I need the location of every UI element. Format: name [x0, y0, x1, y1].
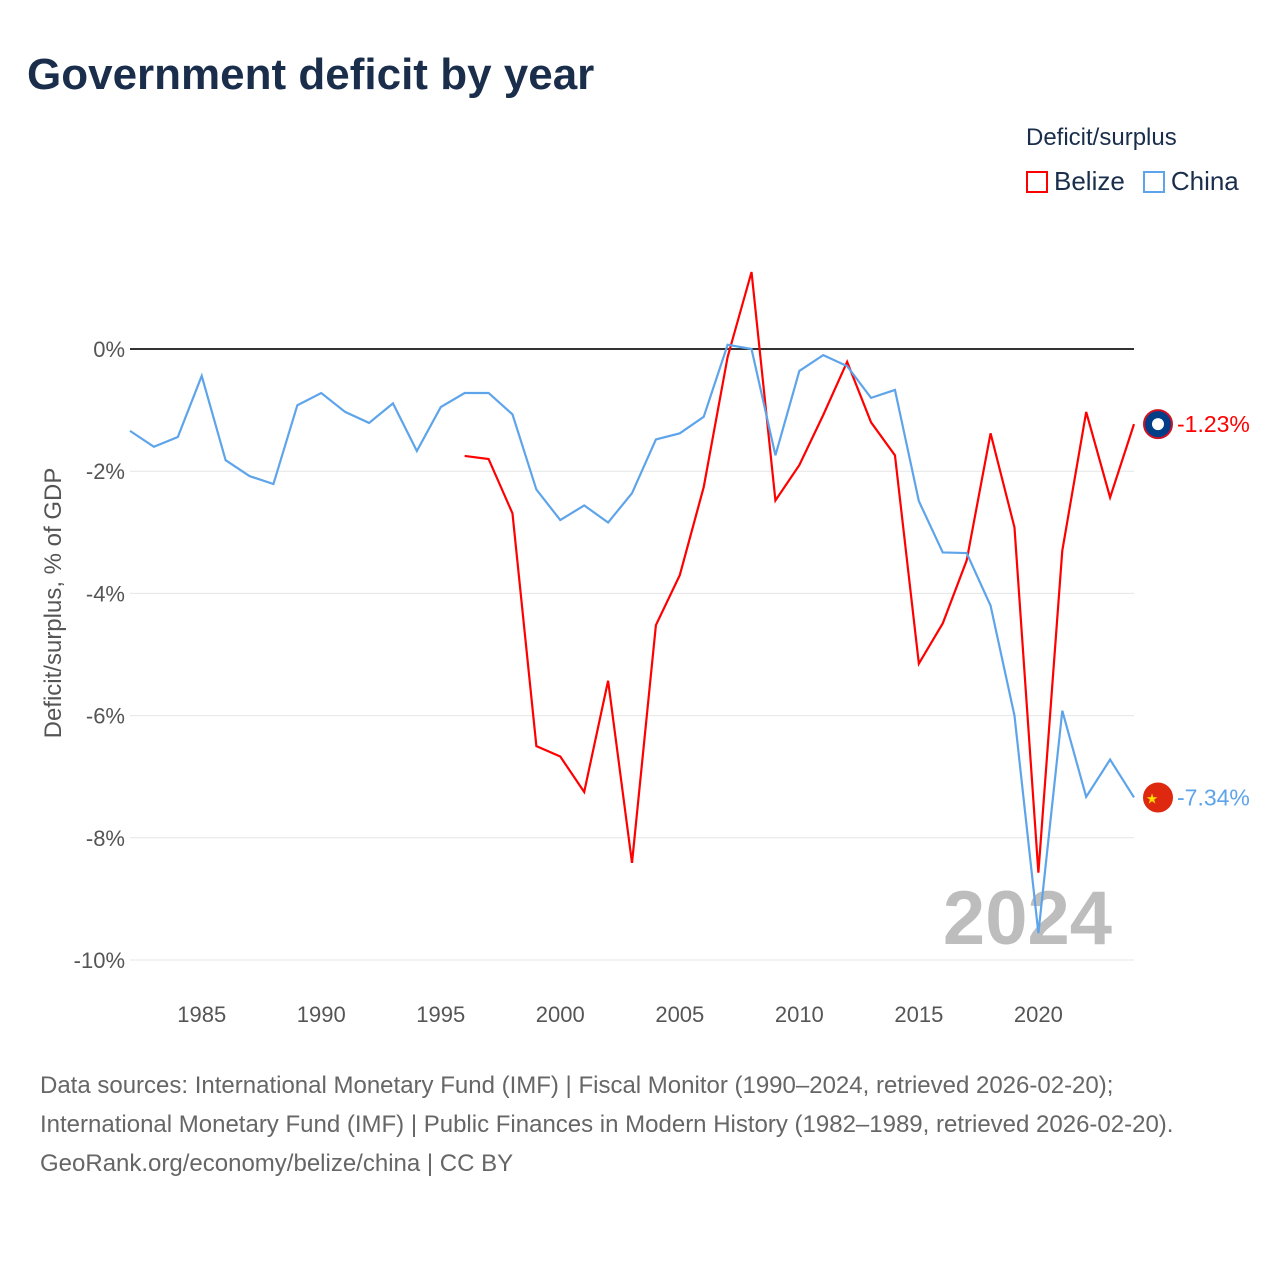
- y-tick-label: -10%: [74, 948, 125, 973]
- legend-item-china[interactable]: China: [1142, 166, 1239, 197]
- legend-label: China: [1170, 166, 1239, 196]
- footer: Data sources: International Monetary Fun…: [40, 1066, 1240, 1183]
- plot-area: 0% -2% -4% -6% -8% -10% 1985 1990 1995 2000 2005 20…: [74, 271, 1250, 1027]
- chart-title: Government deficit by year: [27, 50, 595, 99]
- legend-label: Belize: [1054, 166, 1125, 196]
- legend-item-belize[interactable]: Belize: [1026, 166, 1125, 197]
- china-flag-icon: [1143, 782, 1173, 813]
- x-tick-label: 2010: [775, 1002, 824, 1027]
- series-line-belize: [464, 271, 1136, 873]
- legend-swatch-china: [1142, 170, 1165, 193]
- legend: Belize China: [1026, 166, 1239, 197]
- y-tick-label: -6%: [86, 704, 125, 729]
- year-watermark: 2024: [943, 876, 1112, 961]
- y-tick-label: -2%: [86, 459, 125, 484]
- x-tick-label: 1985: [177, 1002, 226, 1027]
- x-tick-label: 2005: [655, 1002, 704, 1027]
- end-label-china: -7.34%: [1177, 784, 1250, 810]
- y-tick-label: -4%: [86, 581, 125, 606]
- x-tick-label: 1995: [416, 1002, 465, 1027]
- x-tick-label: 2000: [536, 1002, 585, 1027]
- legend-swatch-belize: [1026, 170, 1048, 193]
- x-tick-label: 2020: [1014, 1002, 1063, 1027]
- legend-title: Deficit/surplus: [1026, 124, 1177, 151]
- x-tick-label: 1990: [297, 1002, 346, 1027]
- flag-emblem-icon: [1152, 418, 1164, 431]
- data-sources: Data sources: International Monetary Fun…: [40, 1072, 1174, 1138]
- x-tick-label: 2015: [894, 1002, 943, 1027]
- flag-star-icon: ★: [1146, 790, 1159, 806]
- credit-link[interactable]: GeoRank.org/economy/belize/china | CC BY: [40, 1150, 514, 1177]
- end-label-belize: -1.23%: [1177, 411, 1250, 437]
- y-tick-label: -8%: [86, 826, 125, 851]
- series-line-china: [129, 343, 1135, 934]
- y-tick-label: 0%: [93, 337, 125, 362]
